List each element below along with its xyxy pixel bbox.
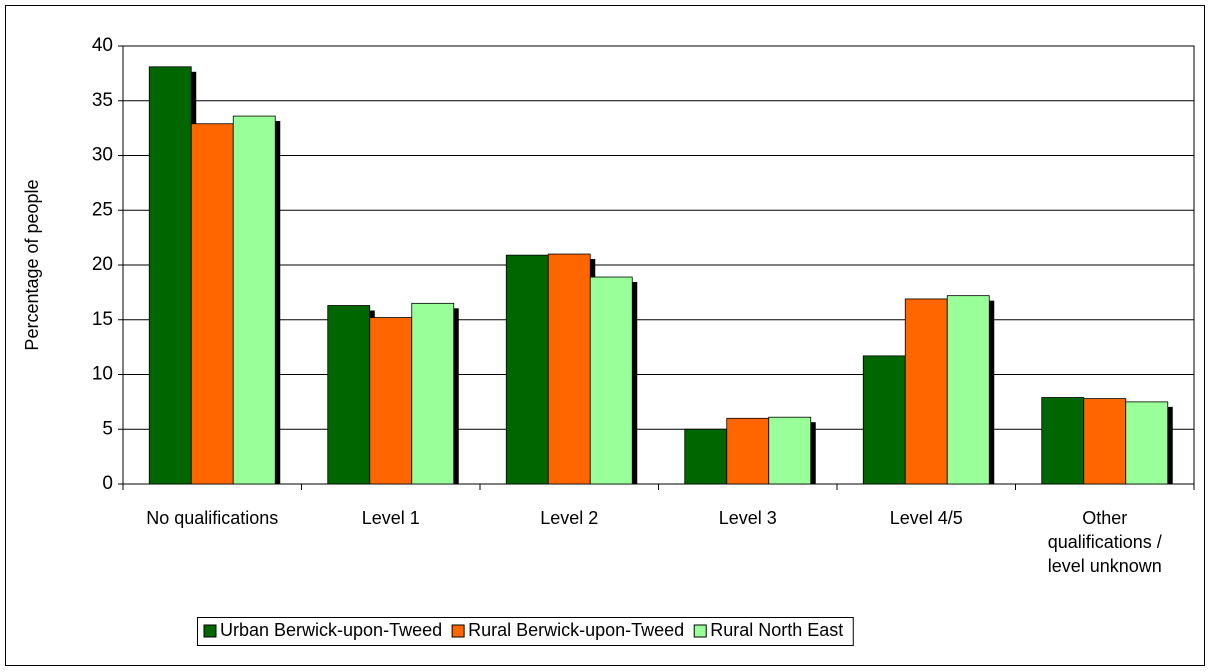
bar xyxy=(327,305,371,485)
y-tick-label: 5 xyxy=(102,418,113,439)
legend-swatch xyxy=(203,624,217,638)
x-tick-label-box: Level 3 xyxy=(718,508,777,528)
y-tick-label: 25 xyxy=(92,199,113,220)
bar xyxy=(768,416,812,485)
bar xyxy=(726,417,770,485)
legend-swatch xyxy=(451,624,465,638)
x-tick-label: Level 4/5 xyxy=(889,508,963,528)
x-tick-label-box: Level 1 xyxy=(361,508,420,528)
y-tick-label: 15 xyxy=(92,309,113,330)
y-axis-label: Percentage of people xyxy=(22,179,42,350)
x-tick-label: Level 1 xyxy=(361,508,420,528)
y-tick-label: 35 xyxy=(92,90,113,111)
bar xyxy=(904,298,948,485)
bar xyxy=(547,253,591,485)
bar xyxy=(505,254,549,485)
x-tick-label-box: Other qualifications / level unknown xyxy=(1047,508,1162,576)
y-tick-label: 40 xyxy=(92,35,113,56)
bar xyxy=(1125,401,1169,485)
x-tick-label-box: No qualifications xyxy=(146,508,279,528)
legend-label: Urban Berwick-upon-Tweed xyxy=(220,620,442,640)
x-tick-label: Other qualifications / level unknown xyxy=(1047,508,1162,576)
x-tick-label-box: Level 2 xyxy=(540,508,599,528)
y-tick-label: 20 xyxy=(92,254,113,275)
bar xyxy=(1083,398,1127,485)
legend-swatch xyxy=(693,624,707,638)
x-tick-label: Level 3 xyxy=(718,508,777,528)
bar xyxy=(862,355,906,485)
x-tick-label-box: Level 4/5 xyxy=(889,508,963,528)
bar xyxy=(232,115,276,485)
bar xyxy=(190,123,234,485)
bar xyxy=(589,276,633,485)
legend-label: Rural North East xyxy=(710,620,843,640)
bar xyxy=(148,66,192,485)
bar xyxy=(411,302,455,485)
y-tick-label: 0 xyxy=(102,473,113,494)
legend-label: Rural Berwick-upon-Tweed xyxy=(468,620,684,640)
y-tick-label: 30 xyxy=(92,145,113,166)
bar xyxy=(1041,397,1085,485)
legend-box xyxy=(197,617,854,646)
y-tick-label: 10 xyxy=(92,364,113,385)
bar xyxy=(684,428,728,485)
x-tick-label: No qualifications xyxy=(146,508,279,528)
bar xyxy=(946,295,990,485)
bar xyxy=(369,317,413,485)
x-tick-label: Level 2 xyxy=(540,508,599,528)
